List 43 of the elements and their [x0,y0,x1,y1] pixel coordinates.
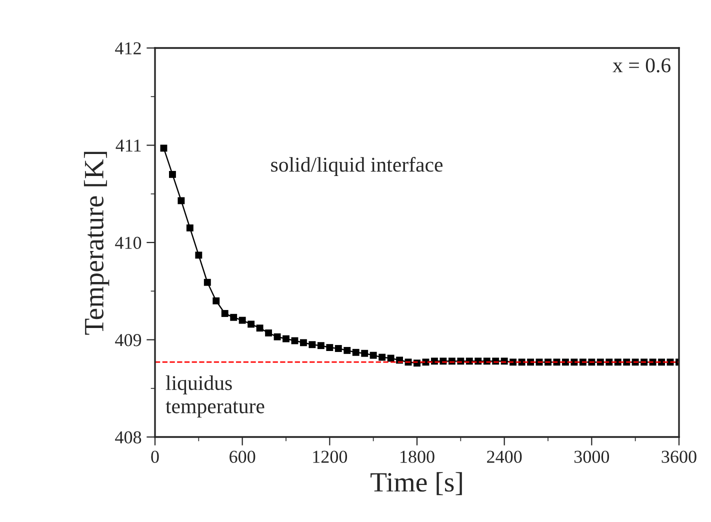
x-tick-label: 3600 [662,450,696,463]
point [178,197,185,204]
point [300,339,307,346]
point [387,354,394,362]
point [378,354,386,361]
point [308,341,316,348]
point [230,314,238,321]
point [265,329,272,336]
point [344,346,351,354]
y-tick-label: 411 [116,140,141,152]
point [168,170,176,178]
point [160,144,168,152]
x-tick-label: 0 [151,450,159,463]
x-tick-label: 1200 [313,450,348,463]
point [317,342,324,350]
x-tick-label: 1800 [400,450,434,463]
point [326,344,334,352]
point [186,224,194,232]
annotation: solid/liquid interface [271,156,443,176]
annotation: x = 0.6 [612,58,671,72]
point [334,345,342,352]
point [195,252,202,259]
point [204,278,211,286]
point [370,352,377,359]
point [238,316,246,324]
point [282,335,290,342]
x-tick-label: 3000 [574,450,610,463]
ref-line-label: liquidus temperature [166,375,264,418]
point [212,297,220,304]
point [274,333,281,340]
point [352,348,360,356]
y-axis-title: Temperature [K] [84,152,110,335]
x-tick-label: 600 [230,450,256,463]
point [248,320,255,328]
y-tick-label: 409 [115,334,142,346]
x-axis-title: Time [s] [370,472,462,496]
x-tick-label: 2400 [487,450,522,463]
point [256,324,264,332]
y-tick-label: 410 [115,236,142,249]
y-tick-label: 408 [115,431,142,444]
point [221,310,228,317]
y-tick-label: 412 [115,42,141,54]
point [361,350,368,357]
